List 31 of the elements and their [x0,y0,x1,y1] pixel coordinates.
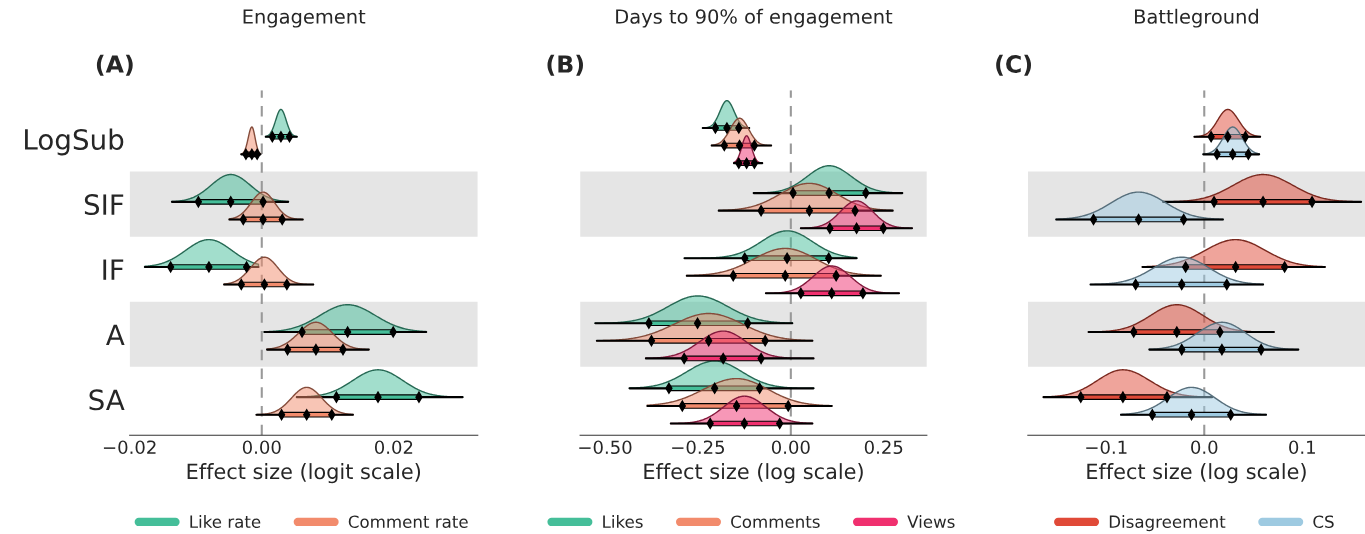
text: (A) [96,54,133,76]
x-axis-title: Effect size (log scale) [1087,463,1306,484]
text: (C) [996,54,1032,76]
x-tick-label: −0.1 [1086,440,1127,455]
legend-label: Likes [603,515,643,529]
x-tick-label: 0.00 [242,440,281,455]
legend-label: Like rate [190,515,261,529]
y-tick-label: SIF [84,194,124,216]
chart-title: Battleground [1135,8,1258,28]
y-tick-label: A [106,324,125,345]
y-tick-label: IF [103,259,124,280]
x-axis-title: Effect size (log scale) [644,463,863,484]
legend-label: Views [907,515,955,529]
legend-label: Disagreement [1109,515,1226,532]
x-tick-label: 0.0 [1191,440,1218,455]
legend-label: CS [1313,515,1334,529]
x-tick-label: 0.02 [374,440,413,455]
x-axis-title: Effect size (logit scale) [187,463,421,484]
x-tick-label: −0.25 [672,440,725,455]
legend-label: Comments [731,515,820,529]
y-tick-label: LogSub [25,128,124,156]
x-tick-label: 0.1 [1289,440,1315,455]
x-tick-label: −0.02 [103,440,156,455]
text: (B) [547,54,583,76]
legend-label: Comment rate [348,515,468,529]
x-tick-label: −0.50 [579,440,632,455]
chart-title: Days to 90% of engagement [616,8,893,28]
y-tick-label: SA [89,389,125,411]
chart-title: Engagement [243,9,366,28]
x-tick-label: 0.25 [864,440,903,455]
x-tick-label: 0.00 [771,440,810,455]
